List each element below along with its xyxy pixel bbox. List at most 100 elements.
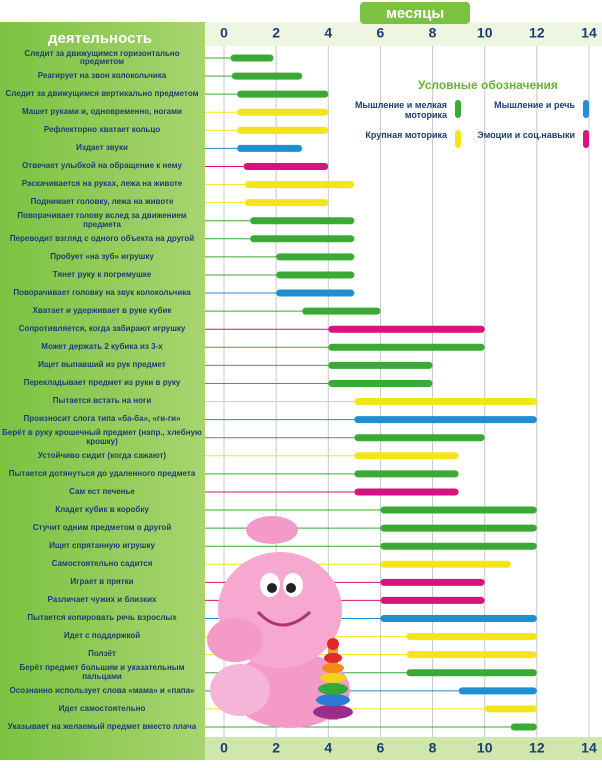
bar xyxy=(250,217,355,225)
row-label: Берёт в руку крошечный предмет (напр., х… xyxy=(2,428,202,446)
row-label: Следит за движущимся горизонтально предм… xyxy=(24,48,180,66)
x-tick-label: 12 xyxy=(529,25,545,41)
x-tick-label: 8 xyxy=(429,740,437,756)
bar xyxy=(276,271,355,279)
row-label: Пытается дотянуться до удаленного предме… xyxy=(8,468,196,478)
bar xyxy=(250,235,355,243)
row-label: Поднимает головку, лежа на животе xyxy=(30,197,174,207)
x-tick-label: 6 xyxy=(377,25,385,41)
x-tick-label: 4 xyxy=(324,25,332,41)
bar xyxy=(380,578,485,586)
bar xyxy=(302,307,381,315)
row-label: Переводит взгляд с одного объекта на дру… xyxy=(9,233,195,243)
bar xyxy=(406,633,537,641)
row-label: Различает чужих и близких xyxy=(47,595,157,605)
bar xyxy=(380,596,485,604)
bar xyxy=(354,488,459,496)
bar xyxy=(484,705,537,713)
row-label: Самостоятельно садится xyxy=(51,559,153,569)
row-label: Может держать 2 кубика из 3-х xyxy=(41,342,163,352)
bar xyxy=(510,723,537,731)
row-label: Перекладывает предмет из руки в руку xyxy=(23,378,181,388)
bar xyxy=(237,144,303,152)
bar xyxy=(380,615,537,623)
x-tick-label: 4 xyxy=(324,740,332,756)
hippo xyxy=(207,516,350,728)
legend-swatch xyxy=(583,130,589,148)
bar xyxy=(380,524,537,532)
row-label: Играет в прятки xyxy=(70,577,134,587)
legend-swatch xyxy=(583,100,589,118)
bar xyxy=(354,470,459,478)
row-label: Машет руками и, одновременно, ногами xyxy=(22,106,182,116)
bar xyxy=(380,542,537,550)
x-tick-label: 2 xyxy=(272,740,280,756)
row-label: Ищет выпавший из рук предмет xyxy=(38,360,166,370)
x-tick-label: 14 xyxy=(581,740,597,756)
bar xyxy=(406,651,537,659)
legend-label: Мышление и мелкая моторика xyxy=(355,100,447,120)
chart-title: месяцы xyxy=(386,5,444,22)
bar xyxy=(237,108,329,116)
title-tab xyxy=(360,2,470,24)
row-label: Поворачивает голову вслед за движением п… xyxy=(17,211,187,229)
bar xyxy=(328,379,433,387)
x-tick-label: 10 xyxy=(477,740,493,756)
row-label: Следит за движущимся вертикально предмет… xyxy=(5,88,199,98)
row-label: Реагирует на звон колокольчика xyxy=(37,70,167,80)
bar xyxy=(354,434,485,442)
bar xyxy=(237,90,329,98)
x-tick-label: 6 xyxy=(377,740,385,756)
bar xyxy=(458,687,537,695)
row-label: Произносит слога типа «ба-ба», «ги-ги» xyxy=(23,414,181,424)
toy-pyramid xyxy=(313,638,353,720)
row-label: Кладет кубик в коробку xyxy=(55,504,149,514)
bar xyxy=(244,181,355,189)
row-label: Хватает и удерживает в руке кубик xyxy=(32,305,172,315)
bar xyxy=(354,452,459,460)
row-label: Поворачивает головку на звук колокольчик… xyxy=(13,287,191,297)
row-label: Рефлекторно хватает кольцо xyxy=(43,125,161,135)
bar xyxy=(380,560,511,568)
x-tick-label: 0 xyxy=(220,25,228,41)
bar xyxy=(231,72,303,80)
row-label: Пытается встать на ноги xyxy=(52,396,152,406)
row-label: Идет самостоятельно xyxy=(58,703,146,713)
row-label: Тянет руку к погремушке xyxy=(52,269,152,279)
row-label: Пробует «на зуб» игрушку xyxy=(50,251,154,261)
x-tick-label: 2 xyxy=(272,25,280,41)
legend-title: Условные обозначения xyxy=(418,78,558,92)
row-label: Идет с поддержкой xyxy=(63,631,141,641)
legend-label: Крупная моторика xyxy=(365,130,447,140)
x-tick-label: 8 xyxy=(429,25,437,41)
row-label: Отвечает улыбкой на обращение к нему xyxy=(22,161,182,171)
row-label: Сам ест печенье xyxy=(69,486,135,496)
y-axis-title: деятельность xyxy=(48,30,152,47)
bar xyxy=(243,162,329,170)
axis-band xyxy=(205,737,602,760)
bar xyxy=(328,361,433,369)
bar xyxy=(237,126,329,134)
row-label: Устойчиво сидит (когда сажают) xyxy=(37,450,167,460)
row-label: Осознанно использует слова «мама» и «пап… xyxy=(9,685,195,695)
row-label: Раскачивается на руках, лежа на животе xyxy=(21,179,183,189)
bar xyxy=(354,416,537,424)
bar xyxy=(276,289,355,297)
bar xyxy=(328,325,485,333)
x-tick-label: 14 xyxy=(581,25,597,41)
axis-band xyxy=(205,22,602,46)
row-label: Ищет спрятанную игрушку xyxy=(49,540,155,550)
legend-label: Эмоции и соц.навыки xyxy=(477,130,575,140)
row-label: Пытается копировать речь взрослых xyxy=(27,613,177,623)
bar xyxy=(276,253,355,261)
legend-swatch xyxy=(455,100,461,118)
legend-label: Мышление и речь xyxy=(494,100,575,110)
x-tick-label: 10 xyxy=(477,25,493,41)
bar xyxy=(244,199,329,207)
bar xyxy=(230,54,274,62)
bar xyxy=(406,669,537,677)
bar xyxy=(380,506,537,514)
row-label: Ползёт xyxy=(88,649,116,659)
